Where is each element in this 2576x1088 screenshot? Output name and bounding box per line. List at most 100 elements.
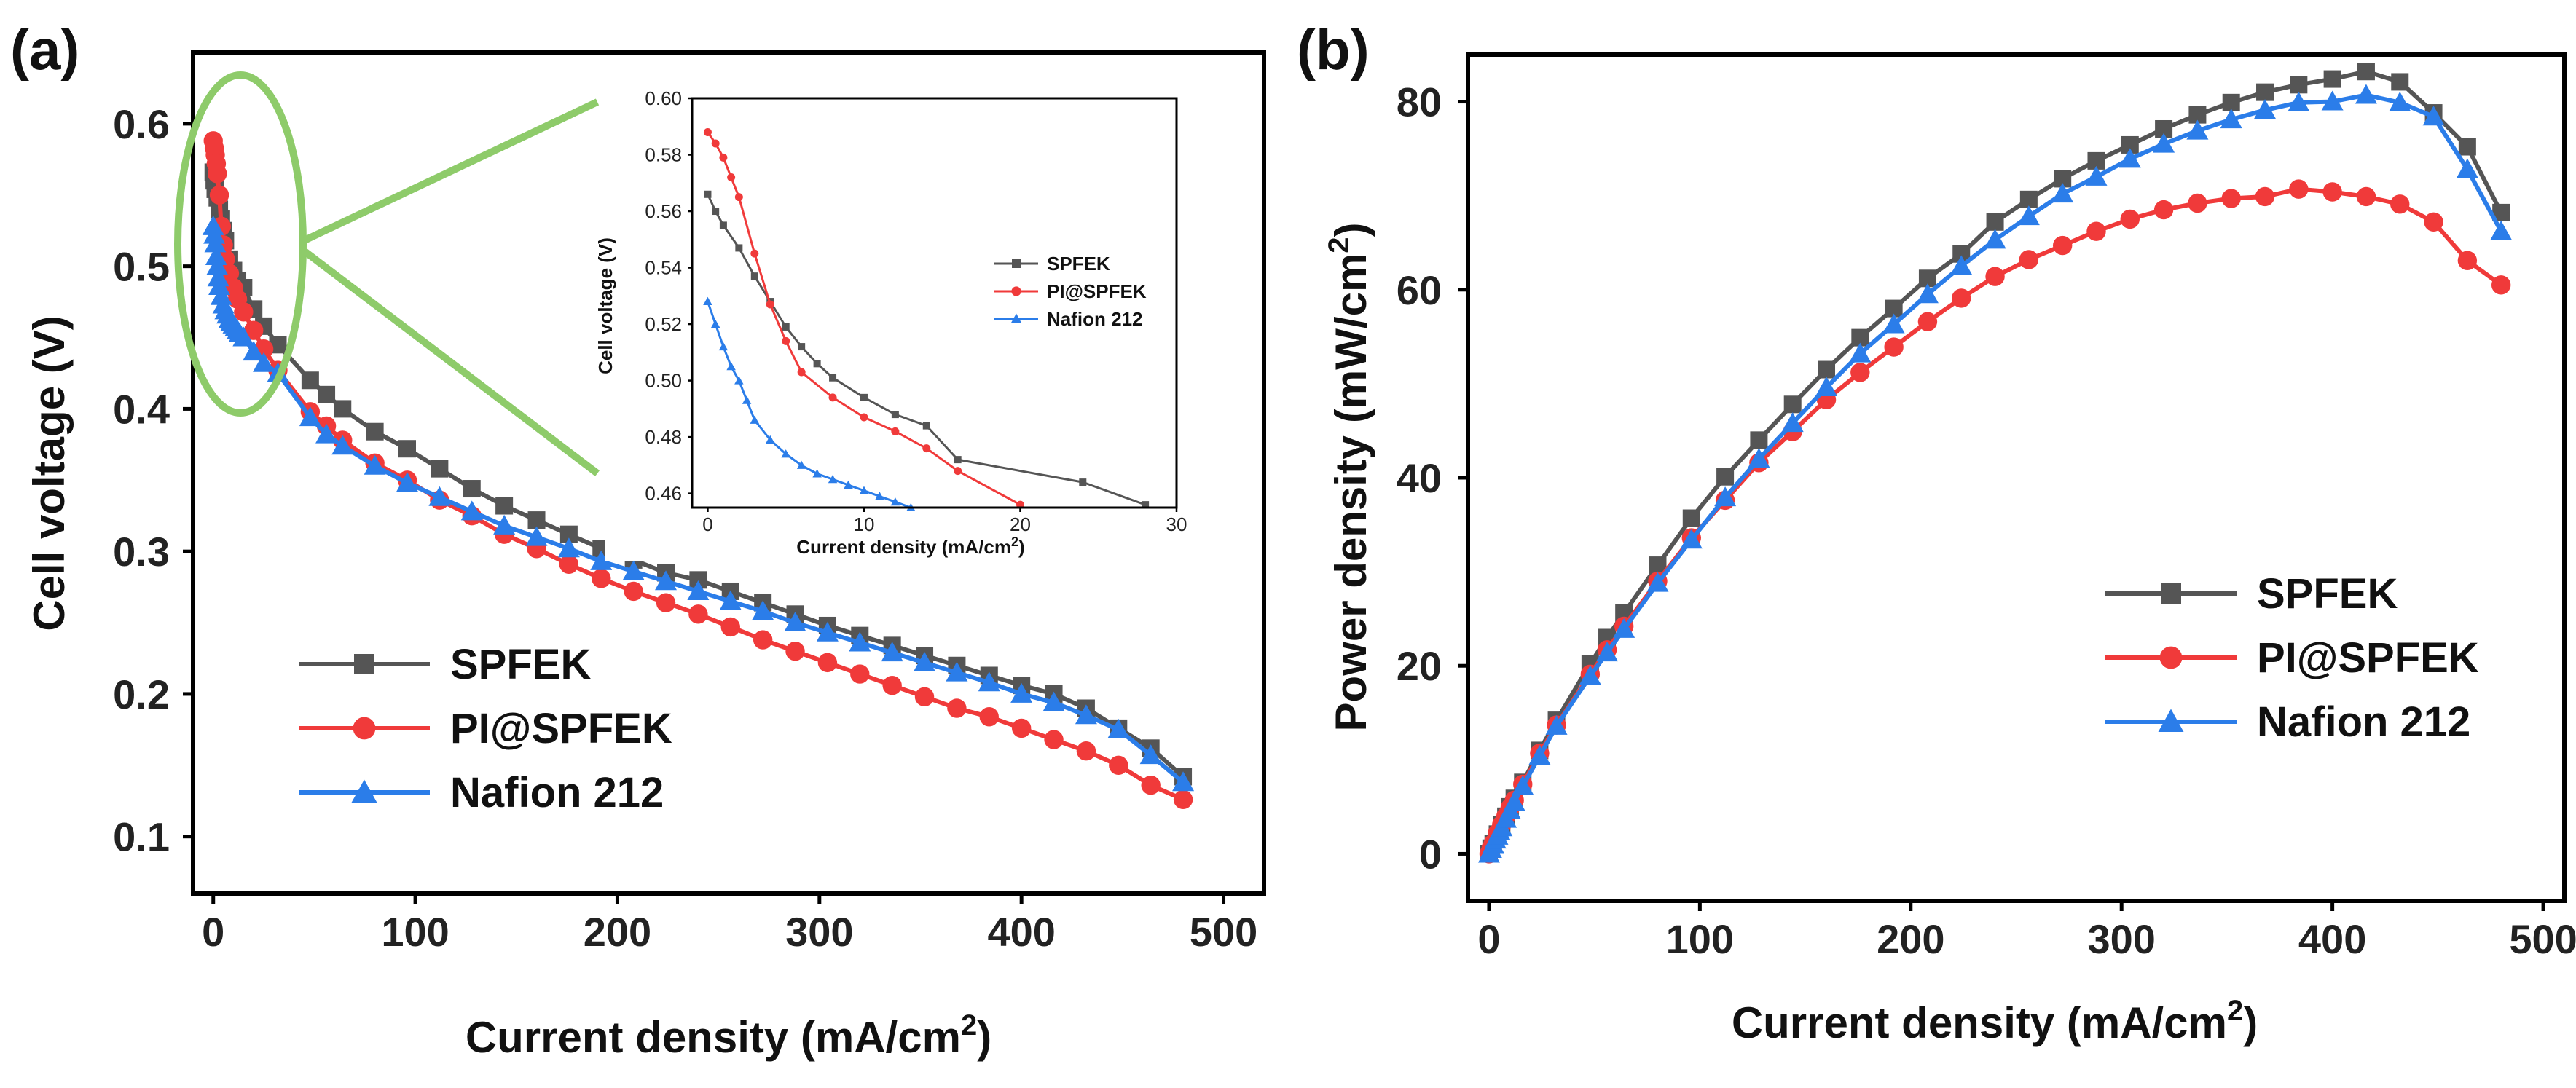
panel-a-point-2-40: [881, 642, 903, 662]
panel-a-series: [202, 131, 1195, 809]
panel-b-point-1-33: [2289, 179, 2309, 199]
panel-b-point-2-22: [1849, 342, 1872, 363]
panel-b-point-0-36: [2391, 73, 2409, 91]
panel-b-point-2-38: [2389, 91, 2411, 111]
panel-b-point-1-37: [2424, 212, 2443, 232]
panel-b-point-2-13: [1579, 665, 1601, 685]
panel-a-point-1-43: [1141, 776, 1161, 795]
panel-b-point-0-35: [2357, 63, 2375, 81]
panel-b-legend: SPFEK PI@SPFEK Nafion 212: [2105, 570, 2479, 746]
inset-point-2-9: [796, 460, 806, 469]
panel-a-y-tick-label: 0.3: [113, 529, 170, 575]
inset-point-0-14: [1079, 478, 1087, 486]
panel-a-y-axis-title: Cell voltage (V): [25, 315, 74, 631]
panel-b-point-2-37: [2355, 84, 2377, 104]
inset-point-1-11: [891, 427, 900, 435]
inset-point-0-7: [798, 343, 806, 351]
panel-b-point-2-34: [2254, 99, 2277, 119]
panel-b-point-2-29: [2085, 165, 2108, 186]
inset-legend-label-0: SPFEK: [1047, 253, 1110, 275]
panel-b-x-axis-title: Current density (mA/cm2): [1732, 995, 2258, 1047]
inset-point-1-6: [766, 300, 774, 309]
panel-a-point-1-25: [559, 554, 579, 574]
inset-point-0-8: [813, 360, 821, 368]
inset-legend-marker-1: [1011, 286, 1021, 296]
inset-point-2-1: [710, 319, 720, 328]
panel-a-point-2-27: [460, 500, 483, 521]
panel-a-point-2-37: [784, 612, 806, 632]
inset-y-axis-title: Cell voltage (V): [594, 237, 616, 374]
panel-a-point-2-45: [1042, 691, 1065, 711]
panel-a-point-2-2: [204, 232, 227, 253]
inset-legend-label-1: PI@SPFEK: [1047, 280, 1147, 302]
panel-a-point-1-12: [234, 302, 254, 322]
panel-b-x-tick-label: 300: [2087, 916, 2155, 962]
inset-frame: [691, 97, 1178, 509]
panel-a-point-2-39: [849, 631, 871, 652]
panel-b-point-1-36: [2390, 194, 2410, 214]
inset-x-axis-title: Current density (mA/cm2): [796, 535, 1024, 558]
panel-a-point-2-6: [208, 275, 231, 296]
panel-b-point-0-33: [2290, 76, 2308, 94]
panel-a-point-2-31: [590, 550, 613, 570]
panel-a-x-axis-title: Current density (mA/cm2): [466, 1009, 991, 1062]
panel-b-point-1-29: [2153, 200, 2174, 220]
panel-a-point-2-24: [364, 454, 386, 475]
inset-ticks: 0 10 20 30 0.46 0.48 0.50 0.52 0.54 0.56 0.58 0.60: [645, 87, 1187, 535]
panel-b-point-2-24: [1916, 283, 1939, 304]
panel-a-point-1-33: [817, 653, 838, 673]
panel-a-point-0-21: [463, 480, 481, 498]
inset-y-tick-label: 0.48: [645, 426, 682, 448]
panel-b-series: [1477, 63, 2513, 864]
panel-b-y-tick-label: 20: [1397, 643, 1442, 689]
panel-b-label: (b): [1297, 17, 1370, 82]
panel-a-point-1-29: [688, 604, 708, 624]
inset-point-0-11: [891, 411, 899, 419]
inset-legend-marker-0: [1012, 259, 1021, 268]
inset-point-0-12: [922, 422, 930, 430]
panel-b-point-1-21: [1884, 337, 1904, 357]
panel-a-legend-label-0: SPFEK: [450, 641, 591, 688]
panel-a-point-2-0: [202, 215, 224, 235]
panel-b-point-2-25: [1950, 255, 1973, 275]
panel-a-point-1-28: [656, 593, 676, 612]
inset-point-2-15: [890, 497, 900, 506]
inset-point-2-10: [812, 469, 822, 478]
panel-a-legend-marker-1: [353, 717, 376, 740]
inset-legend: SPFEK PI@SPFEK Nafion 212: [994, 253, 1147, 330]
panel-a-point-2-28: [493, 514, 516, 535]
inset-point-1-5: [750, 249, 759, 258]
panel-a-frame: [191, 50, 1266, 896]
panel-a-point-0-18: [366, 422, 384, 441]
panel-b-point-1-35: [2356, 186, 2376, 207]
inset-legend-marker-2: [1010, 313, 1022, 323]
panel-b-x-tick-label: 0: [1477, 916, 1500, 962]
inset-point-1-0: [703, 128, 712, 137]
inset-y-tick-label: 0.56: [645, 200, 682, 222]
panel-b-point-2-9: [1503, 791, 1525, 811]
inset-point-2-12: [844, 480, 853, 489]
panel-b-series-2: [1477, 84, 2513, 863]
panel-a-legend-label-1: PI@SPFEK: [450, 705, 672, 752]
panel-a-point-2-29: [525, 526, 548, 546]
panel-a-point-2-42: [946, 661, 968, 682]
panel-b-legend-label-1: PI@SPFEK: [2257, 634, 2479, 682]
panel-b-y-tick-label: 40: [1397, 455, 1442, 501]
panel-a-point-2-47: [1107, 718, 1130, 738]
inset-y-tick-label: 0.52: [645, 313, 682, 335]
panel-a-legend: SPFEK PI@SPFEK Nafion 212: [299, 641, 672, 816]
panel-a-point-2-33: [655, 570, 678, 591]
panel-b-x-tick-label: 100: [1666, 916, 1734, 962]
panel-a-point-0-17: [334, 400, 352, 418]
inset-point-1-4: [734, 193, 743, 202]
inset-chart: 0 10 20 300.460.480.500.520.540.560.580.60 …: [594, 86, 1187, 561]
panel-a-y-tick-label: 0.1: [113, 814, 170, 860]
panel-b-point-1-22: [1917, 312, 1938, 331]
panel-a-point-2-49: [1172, 771, 1195, 792]
inset-point-0-15: [1142, 501, 1150, 509]
inset-point-2-5: [742, 395, 752, 404]
panel-b-point-0-34: [2323, 70, 2341, 88]
panel-a-point-1-38: [979, 707, 999, 727]
